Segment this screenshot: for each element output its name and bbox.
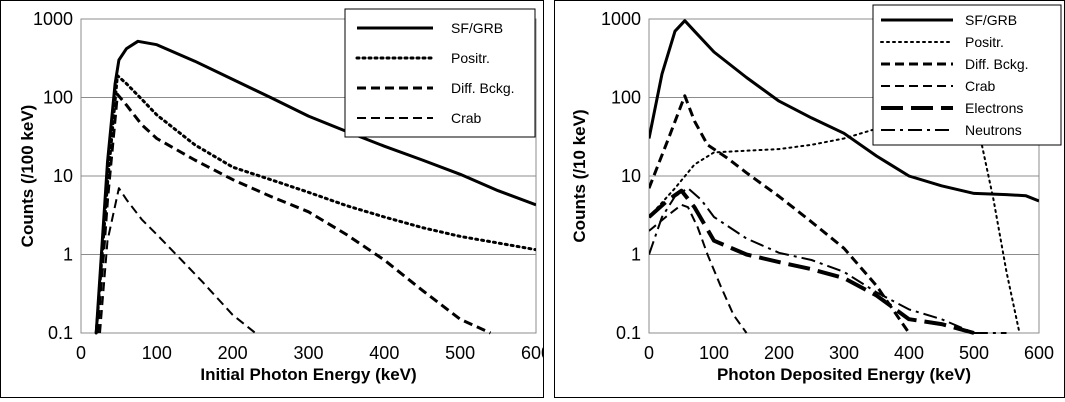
legend-box: [872, 4, 1062, 146]
series-line-positr: [649, 104, 1021, 334]
y-tick-label: 1000: [601, 9, 641, 29]
x-tick-label: 300: [293, 343, 323, 363]
series-line-positr: [94, 74, 536, 335]
x-tick-label: 0: [644, 343, 654, 363]
y-tick-label: 1000: [33, 9, 73, 29]
y-tick-label: 0.1: [616, 323, 641, 343]
x-axis-label: Photon Deposited Energy (keV): [717, 365, 971, 384]
x-tick-label: 600: [521, 343, 543, 363]
legend-label-sf-grb: SF/GRB: [451, 20, 503, 36]
x-tick-label: 300: [829, 343, 859, 363]
y-tick-label: 0.1: [48, 323, 73, 343]
x-tick-label: 600: [1024, 343, 1054, 363]
series-line-diff-bckg: [96, 92, 492, 335]
left-chart: 0.1 1 10 100 1000 0 100 200 300 400 500 600 Initial …: [18, 8, 551, 384]
x-tick-label: 100: [142, 343, 172, 363]
series-line-diff-bckg: [649, 94, 911, 334]
x-axis-label: Initial Photon Energy (keV): [200, 365, 416, 384]
series-line-electrons: [649, 188, 975, 335]
y-tick-label: 10: [621, 166, 641, 186]
legend-label-electrons: Electrons: [965, 100, 1023, 116]
series-line-crab: [99, 187, 257, 334]
legend-label-positr: Positr.: [451, 50, 490, 66]
x-tick-label: 500: [445, 343, 475, 363]
x-tick-label: 400: [894, 343, 924, 363]
legend-label-positr: Positr.: [965, 34, 1004, 50]
x-tick-label: 0: [76, 343, 86, 363]
right-chart-panel: 0.1 1 10 100 1000 0 100 200 300 400 500 600 Photon D…: [554, 0, 1065, 398]
y-tick-label: 100: [43, 88, 73, 108]
y-axis-label: Counts (/10 keV): [570, 109, 589, 242]
y-tick-label: 10: [53, 166, 73, 186]
series-line-sf-grb: [94, 39, 536, 334]
legend-label-crab: Crab: [451, 110, 482, 126]
left-chart-panel: 0.1 1 10 100 1000 0 100 200 300 400 500 600 Initial …: [0, 0, 551, 398]
x-tick-label: 200: [764, 343, 794, 363]
series-line-sf-grb: [649, 19, 1039, 203]
x-tick-label: 500: [959, 343, 989, 363]
plot-area-border: [80, 18, 537, 334]
legend-label-diff-bckg: Diff. Bckg.: [451, 80, 515, 96]
legend-label-sf-grb: SF/GRB: [965, 12, 1017, 28]
series-line-neutrons: [649, 187, 1007, 334]
y-tick-label: 1: [631, 245, 641, 265]
plot-area-border: [648, 18, 1040, 334]
series-line-crab: [649, 203, 748, 334]
legend-label-neutrons: Neutrons: [965, 122, 1022, 138]
x-tick-label: 100: [699, 343, 729, 363]
legend-label-crab: Crab: [965, 78, 996, 94]
legend-box: [344, 8, 536, 138]
legend-label-diff-bckg: Diff. Bckg.: [965, 56, 1029, 72]
x-tick-label: 400: [369, 343, 399, 363]
x-tick-label: 200: [218, 343, 248, 363]
y-tick-label: 1: [63, 245, 73, 265]
y-axis-label: Counts (/100 keV): [18, 105, 37, 248]
y-tick-label: 100: [611, 88, 641, 108]
right-chart: 0.1 1 10 100 1000 0 100 200 300 400 500 600 Photon D…: [570, 4, 1062, 384]
